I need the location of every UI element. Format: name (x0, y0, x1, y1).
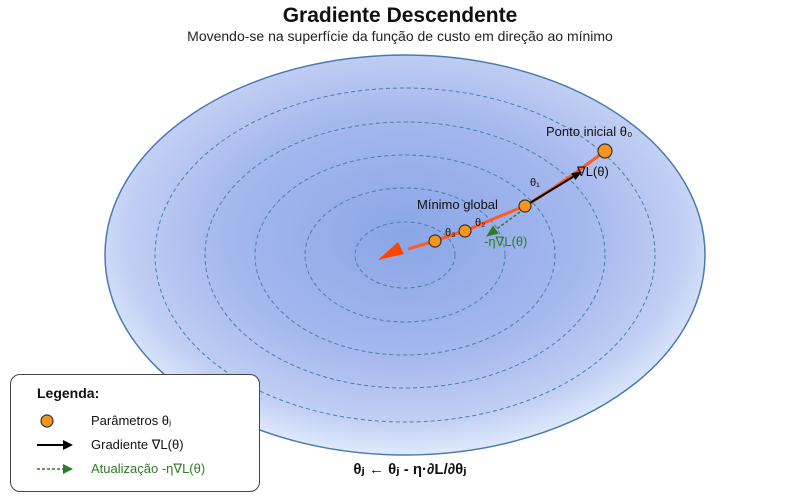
theta2-point (458, 224, 472, 238)
cost-surface (104, 54, 706, 456)
legend-item-update: Atualização -η∇L(θ) (35, 459, 255, 479)
minimum-arrowhead (378, 242, 404, 260)
descent-path (407, 149, 606, 251)
legend-label-update: Atualização -η∇L(θ) (91, 461, 206, 476)
start-label: Ponto inicial θ₀ (546, 124, 632, 139)
start-point (597, 143, 613, 159)
contour-line (154, 87, 656, 423)
diagram-subtitle: Movendo-se na superfície da função de cu… (187, 28, 613, 44)
parameter-point-icon (40, 414, 54, 428)
theta1-point (518, 199, 532, 213)
theta2-label: θ₂ (475, 217, 485, 229)
gradient-label: ∇L(θ) (576, 164, 609, 179)
legend-label-parameters: Parâmetros θⱼ (91, 413, 172, 428)
legend-box: Legenda: Parâmetros θⱼ Gradiente ∇L(θ) A… (10, 374, 260, 492)
contour-line (354, 221, 456, 289)
legend-label-gradient: Gradiente ∇L(θ) (91, 437, 184, 452)
legend-item-parameters: Parâmetros θⱼ (35, 411, 255, 431)
theta3-label: θ₃ (445, 227, 456, 239)
contour-line (254, 154, 556, 356)
contour-line (204, 121, 606, 389)
gradient-arrow (524, 171, 582, 207)
contour-line (304, 187, 506, 323)
theta1-label: θ₁ (530, 177, 540, 189)
update-label: -η∇L(θ) (484, 234, 527, 249)
diagram-title: Gradiente Descendente (282, 4, 518, 27)
legend-title: Legenda: (37, 385, 100, 401)
legend-item-gradient: Gradiente ∇L(θ) (35, 435, 255, 455)
gradient-arrow-icon (37, 440, 73, 450)
update-arrow (486, 211, 521, 237)
update-arrow-icon (37, 464, 73, 474)
update-rule-formula: θⱼ ← θⱼ - η·∂L/∂θⱼ (353, 461, 467, 478)
minimum-label: Mínimo global (417, 197, 498, 212)
contour-lines (154, 87, 656, 423)
theta3-point (428, 234, 442, 248)
